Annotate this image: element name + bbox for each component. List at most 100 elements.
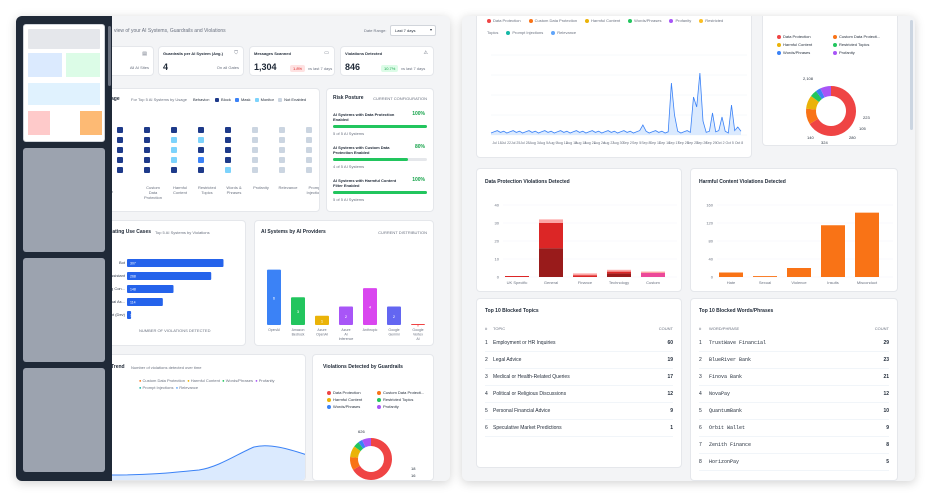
donut-segment: [809, 86, 856, 136]
stat-card-violations: Violations Detected 846 10.7% vs last 7 …: [340, 46, 434, 76]
coverage-cell: [252, 147, 258, 153]
coverage-cell: [198, 137, 204, 143]
table-row[interactable]: 2 Legal Advice 19: [485, 352, 673, 369]
stat-label: Violations Detected: [345, 51, 383, 56]
shield-icon: ⛉: [234, 50, 238, 56]
legend-item: Prompt Injections: [142, 385, 174, 390]
trend-legend: ● Custom Data Protection ● Harmful Conte…: [139, 378, 275, 390]
provider-bar: [387, 306, 401, 325]
row-name: Orbit Wallet: [709, 425, 746, 431]
x-tick-label: Hate: [727, 280, 736, 285]
thumbnail[interactable]: [23, 368, 105, 472]
scrollbar[interactable]: [910, 20, 913, 130]
bar-label: Azure: [317, 328, 326, 332]
legend-item: Harmful Content: [585, 18, 620, 23]
legend-swatch: [528, 18, 533, 23]
x-tick-label: Custom: [646, 280, 660, 285]
table-row[interactable]: 5 Personal Financial Advice 9: [485, 403, 673, 420]
bar-label: AI: [416, 337, 419, 341]
stat-value: 846: [345, 62, 361, 72]
bar-value: 0: [417, 323, 420, 328]
harmful-content-card: Harmful Content Violations Detected 0 40 8…: [690, 168, 898, 292]
y-tick-label: 10: [495, 257, 500, 262]
table-row[interactable]: 1 Employment or HR Inquiries 60: [485, 335, 673, 352]
table-row[interactable]: 6 Orbit Wallet 9: [699, 420, 889, 437]
legend-swatch: [327, 404, 331, 409]
risk-item-sub: 4 of 5 AI Systems: [333, 164, 365, 169]
x-tick-label: Sep 8: [641, 141, 650, 145]
donut-segment: [815, 88, 825, 100]
legend-item: Restricted Topics: [383, 397, 414, 402]
legend-item: Profanity: [839, 50, 855, 55]
bar-value: 13: [130, 314, 134, 318]
coverage-cell: [198, 167, 204, 173]
table-row[interactable]: 3 Finova Bank 21: [699, 369, 889, 386]
coverage-cell: [144, 147, 150, 153]
coverage-cell: [171, 127, 177, 133]
coverage-cell: [225, 127, 231, 133]
donut-segment: [820, 86, 832, 98]
table-row[interactable]: 2 BlueRiver Bank 23: [699, 352, 889, 369]
x-tick-label: Jul 28: [520, 141, 529, 145]
delta-badge: 1.8%: [290, 65, 306, 72]
coverage-cell: [279, 157, 285, 163]
coverage-cell: [225, 137, 231, 143]
coverage-cell: [171, 147, 177, 153]
thumbnail-active[interactable]: [23, 24, 105, 142]
donut-label: 97: [343, 479, 347, 480]
legend-swatch: [327, 397, 331, 402]
card-title: Harmful Content Violations Detected: [699, 179, 786, 185]
table-row[interactable]: 7 Zenith Finance 8: [699, 437, 889, 454]
coverage-column-label: Restricted Topics: [197, 185, 216, 195]
coverage-cell: [306, 127, 312, 133]
data-protection-bar: [573, 273, 597, 276]
database-icon: ▤: [142, 51, 147, 57]
table-row[interactable]: 4 Political or Religious Discussions 12: [485, 386, 673, 403]
provider-bar: [315, 315, 329, 325]
coverage-column-label: Custom Data Protection: [143, 185, 162, 200]
coverage-cell: [198, 157, 204, 163]
date-range-select[interactable]: Last 7 days ▾: [390, 25, 436, 36]
risk-progress: [333, 125, 427, 128]
harmful-content-bar: [787, 268, 811, 277]
thumbnail-rail: [16, 16, 112, 481]
donut-label: 2,108: [803, 76, 814, 81]
row-count: 60: [667, 340, 673, 346]
donut-label: 324: [821, 140, 828, 145]
card-tag: CURRENT CONFIGURATION: [373, 96, 427, 101]
thumbnail-preview: [66, 53, 100, 77]
table-row[interactable]: 6 Speculative Market Predictions 1: [485, 420, 673, 437]
table-row[interactable]: 3 Medical or Health-Related Queries 17: [485, 369, 673, 386]
bar-value: 3: [297, 309, 300, 314]
row-name: Employment or HR Inquiries: [493, 340, 556, 346]
coverage-cell: [117, 127, 123, 133]
column-header: WORD/PHRASE: [709, 326, 740, 331]
row-index: 7: [699, 442, 702, 448]
card-title: Data Protection Violations Detected: [485, 179, 570, 185]
legend-item: Restricted Topics: [839, 42, 870, 47]
coverage-column-label: Profanity: [253, 185, 269, 190]
row-name: BlueRiver Bank: [709, 357, 752, 363]
x-tick-label: Aug 3: [530, 141, 539, 145]
bar-value: 114: [130, 301, 136, 305]
scrollbar[interactable]: [108, 26, 111, 86]
data-protection-bar: [539, 219, 563, 223]
donut-label: 280: [849, 135, 856, 140]
column-header: #: [485, 326, 488, 331]
table-row[interactable]: 4 NovaPay 12: [699, 386, 889, 403]
legend-swatch: [254, 97, 259, 102]
legend-swatch: [506, 30, 511, 35]
thumbnail[interactable]: [23, 258, 105, 362]
table-row[interactable]: 1 TrustWave Financial 29: [699, 335, 889, 352]
providers-card: AI Systems by AI Providers CURRENT DISTR…: [254, 220, 434, 346]
provider-bar: [339, 306, 353, 325]
x-tick-label: Sep 5: [632, 141, 641, 145]
x-tick-label: Oct 2: [716, 141, 724, 145]
table-row[interactable]: 5 QuantumBank 10: [699, 403, 889, 420]
table-row[interactable]: 8 HorizonPay 5: [699, 454, 889, 471]
bar-value: 2: [393, 314, 396, 319]
legend-label: Behavior:: [193, 97, 210, 102]
row-index: 8: [699, 459, 702, 465]
donut-segment: [811, 91, 823, 103]
thumbnail[interactable]: [23, 148, 105, 252]
